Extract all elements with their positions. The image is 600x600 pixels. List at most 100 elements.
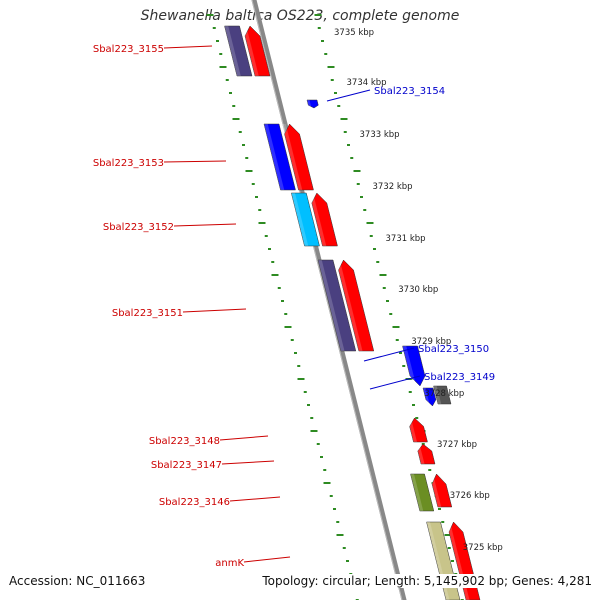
leader-line bbox=[369, 375, 421, 390]
tick-mark bbox=[219, 66, 227, 68]
tick-mark bbox=[238, 131, 242, 133]
gene-label: Sbal223_3146 bbox=[159, 497, 230, 508]
scale-label: 3729 kbp bbox=[411, 337, 451, 347]
leader-line bbox=[363, 347, 415, 362]
tick-mark bbox=[303, 391, 307, 393]
kbp-tick-marks bbox=[206, 14, 465, 600]
feature-shade bbox=[224, 26, 241, 76]
tick-mark bbox=[415, 417, 419, 419]
scale-label: 3725 kbp bbox=[463, 543, 503, 553]
tick-mark bbox=[337, 105, 341, 107]
tick-mark bbox=[255, 196, 258, 198]
genome-summary-text: Topology: circular; Length: 5,145,902 bp… bbox=[262, 574, 592, 588]
gene-sbal223-3149-b bbox=[433, 385, 452, 405]
gene-sbal223-3152-b bbox=[311, 192, 338, 247]
tick-mark bbox=[428, 469, 432, 471]
gene-label: Sbal223_3148 bbox=[149, 436, 220, 447]
tick-mark bbox=[447, 547, 451, 549]
leader-line bbox=[163, 160, 227, 163]
tick-mark bbox=[229, 92, 232, 94]
tick-mark bbox=[392, 326, 400, 328]
tick-mark bbox=[336, 521, 340, 523]
scale-label: 3734 kbp bbox=[347, 78, 387, 88]
tick-mark bbox=[310, 430, 318, 432]
tick-mark bbox=[212, 27, 216, 29]
tick-mark bbox=[232, 105, 236, 107]
gene-sbal223-3146-a bbox=[410, 473, 435, 512]
gene-label: Sbal223_3152 bbox=[103, 222, 174, 233]
tick-mark bbox=[251, 183, 255, 185]
gene-sbal223-3149 bbox=[422, 387, 437, 407]
leader-line bbox=[163, 45, 213, 49]
gene-sbal223-3147 bbox=[417, 443, 436, 465]
tick-mark bbox=[444, 534, 452, 536]
gene-label: Sbal223_3150 bbox=[418, 344, 489, 355]
tick-mark bbox=[245, 157, 249, 159]
tick-mark bbox=[376, 261, 380, 263]
tick-mark bbox=[320, 456, 323, 458]
tick-mark bbox=[232, 118, 240, 120]
tick-mark bbox=[340, 118, 348, 120]
tick-mark bbox=[264, 235, 268, 237]
leader-line bbox=[221, 460, 275, 465]
scale-label: 3733 kbp bbox=[360, 130, 400, 140]
tick-mark bbox=[271, 261, 275, 263]
tick-mark bbox=[438, 508, 441, 510]
feature-shade bbox=[410, 474, 424, 511]
tick-mark bbox=[373, 248, 376, 250]
tick-mark bbox=[395, 339, 399, 341]
scale-label: 3727 kbp bbox=[437, 440, 477, 450]
tick-mark bbox=[441, 521, 445, 523]
tick-mark bbox=[297, 365, 301, 367]
tick-mark bbox=[399, 352, 402, 354]
tick-mark bbox=[258, 209, 262, 211]
leader-line bbox=[219, 435, 269, 441]
tick-mark bbox=[314, 14, 322, 16]
feature-shade bbox=[309, 193, 327, 246]
gene-sbal223-3153-a bbox=[263, 123, 296, 191]
scale-label: 3726 kbp bbox=[450, 491, 490, 501]
gene-sbal223-3152-a bbox=[290, 192, 320, 247]
gene-sbal223-3146-b bbox=[431, 473, 453, 508]
gene-label: Sbal223_3154 bbox=[374, 86, 445, 97]
backbone-highlight bbox=[251, 0, 403, 600]
feature-shade bbox=[318, 260, 345, 351]
genome-title: Shewanella baltica OS223, complete genom… bbox=[140, 8, 460, 24]
gene-sbal223-3151-a bbox=[317, 259, 357, 352]
tick-mark bbox=[284, 326, 292, 328]
gene-label: Sbal223_3153 bbox=[93, 158, 164, 169]
tick-mark bbox=[268, 248, 271, 250]
leader-line bbox=[326, 89, 371, 102]
leader-line bbox=[182, 308, 247, 313]
scale-label: 3730 kbp bbox=[398, 285, 438, 295]
tick-mark bbox=[347, 144, 350, 146]
feature-shade bbox=[264, 124, 285, 190]
tick-mark bbox=[379, 274, 387, 276]
scale-labels: 3735 kbp 3734 kbp 3733 kbp 3732 kbp 3731 kbp… bbox=[334, 28, 503, 553]
tick-mark bbox=[297, 378, 305, 380]
tick-mark bbox=[281, 300, 284, 302]
feature-shade bbox=[416, 444, 425, 464]
tick-mark bbox=[316, 443, 320, 445]
tick-mark bbox=[360, 196, 363, 198]
tick-mark bbox=[219, 53, 223, 55]
feature-shade bbox=[282, 124, 303, 190]
tick-mark bbox=[382, 287, 386, 289]
leader-line bbox=[243, 556, 291, 563]
tick-mark bbox=[323, 469, 327, 471]
gene-sbal223-3154 bbox=[306, 99, 319, 109]
gene-label: Sbal223_3147 bbox=[151, 460, 222, 471]
tick-mark bbox=[366, 222, 374, 224]
tick-mark bbox=[317, 27, 321, 29]
gene-features bbox=[224, 25, 481, 600]
tick-mark bbox=[353, 170, 361, 172]
tick-mark bbox=[363, 209, 367, 211]
tick-mark bbox=[350, 157, 354, 159]
tick-mark bbox=[324, 53, 328, 55]
feature-shade bbox=[291, 193, 309, 246]
scale-label: 3735 kbp bbox=[334, 28, 374, 38]
scale-label: 3731 kbp bbox=[386, 234, 426, 244]
tick-mark bbox=[369, 235, 373, 237]
